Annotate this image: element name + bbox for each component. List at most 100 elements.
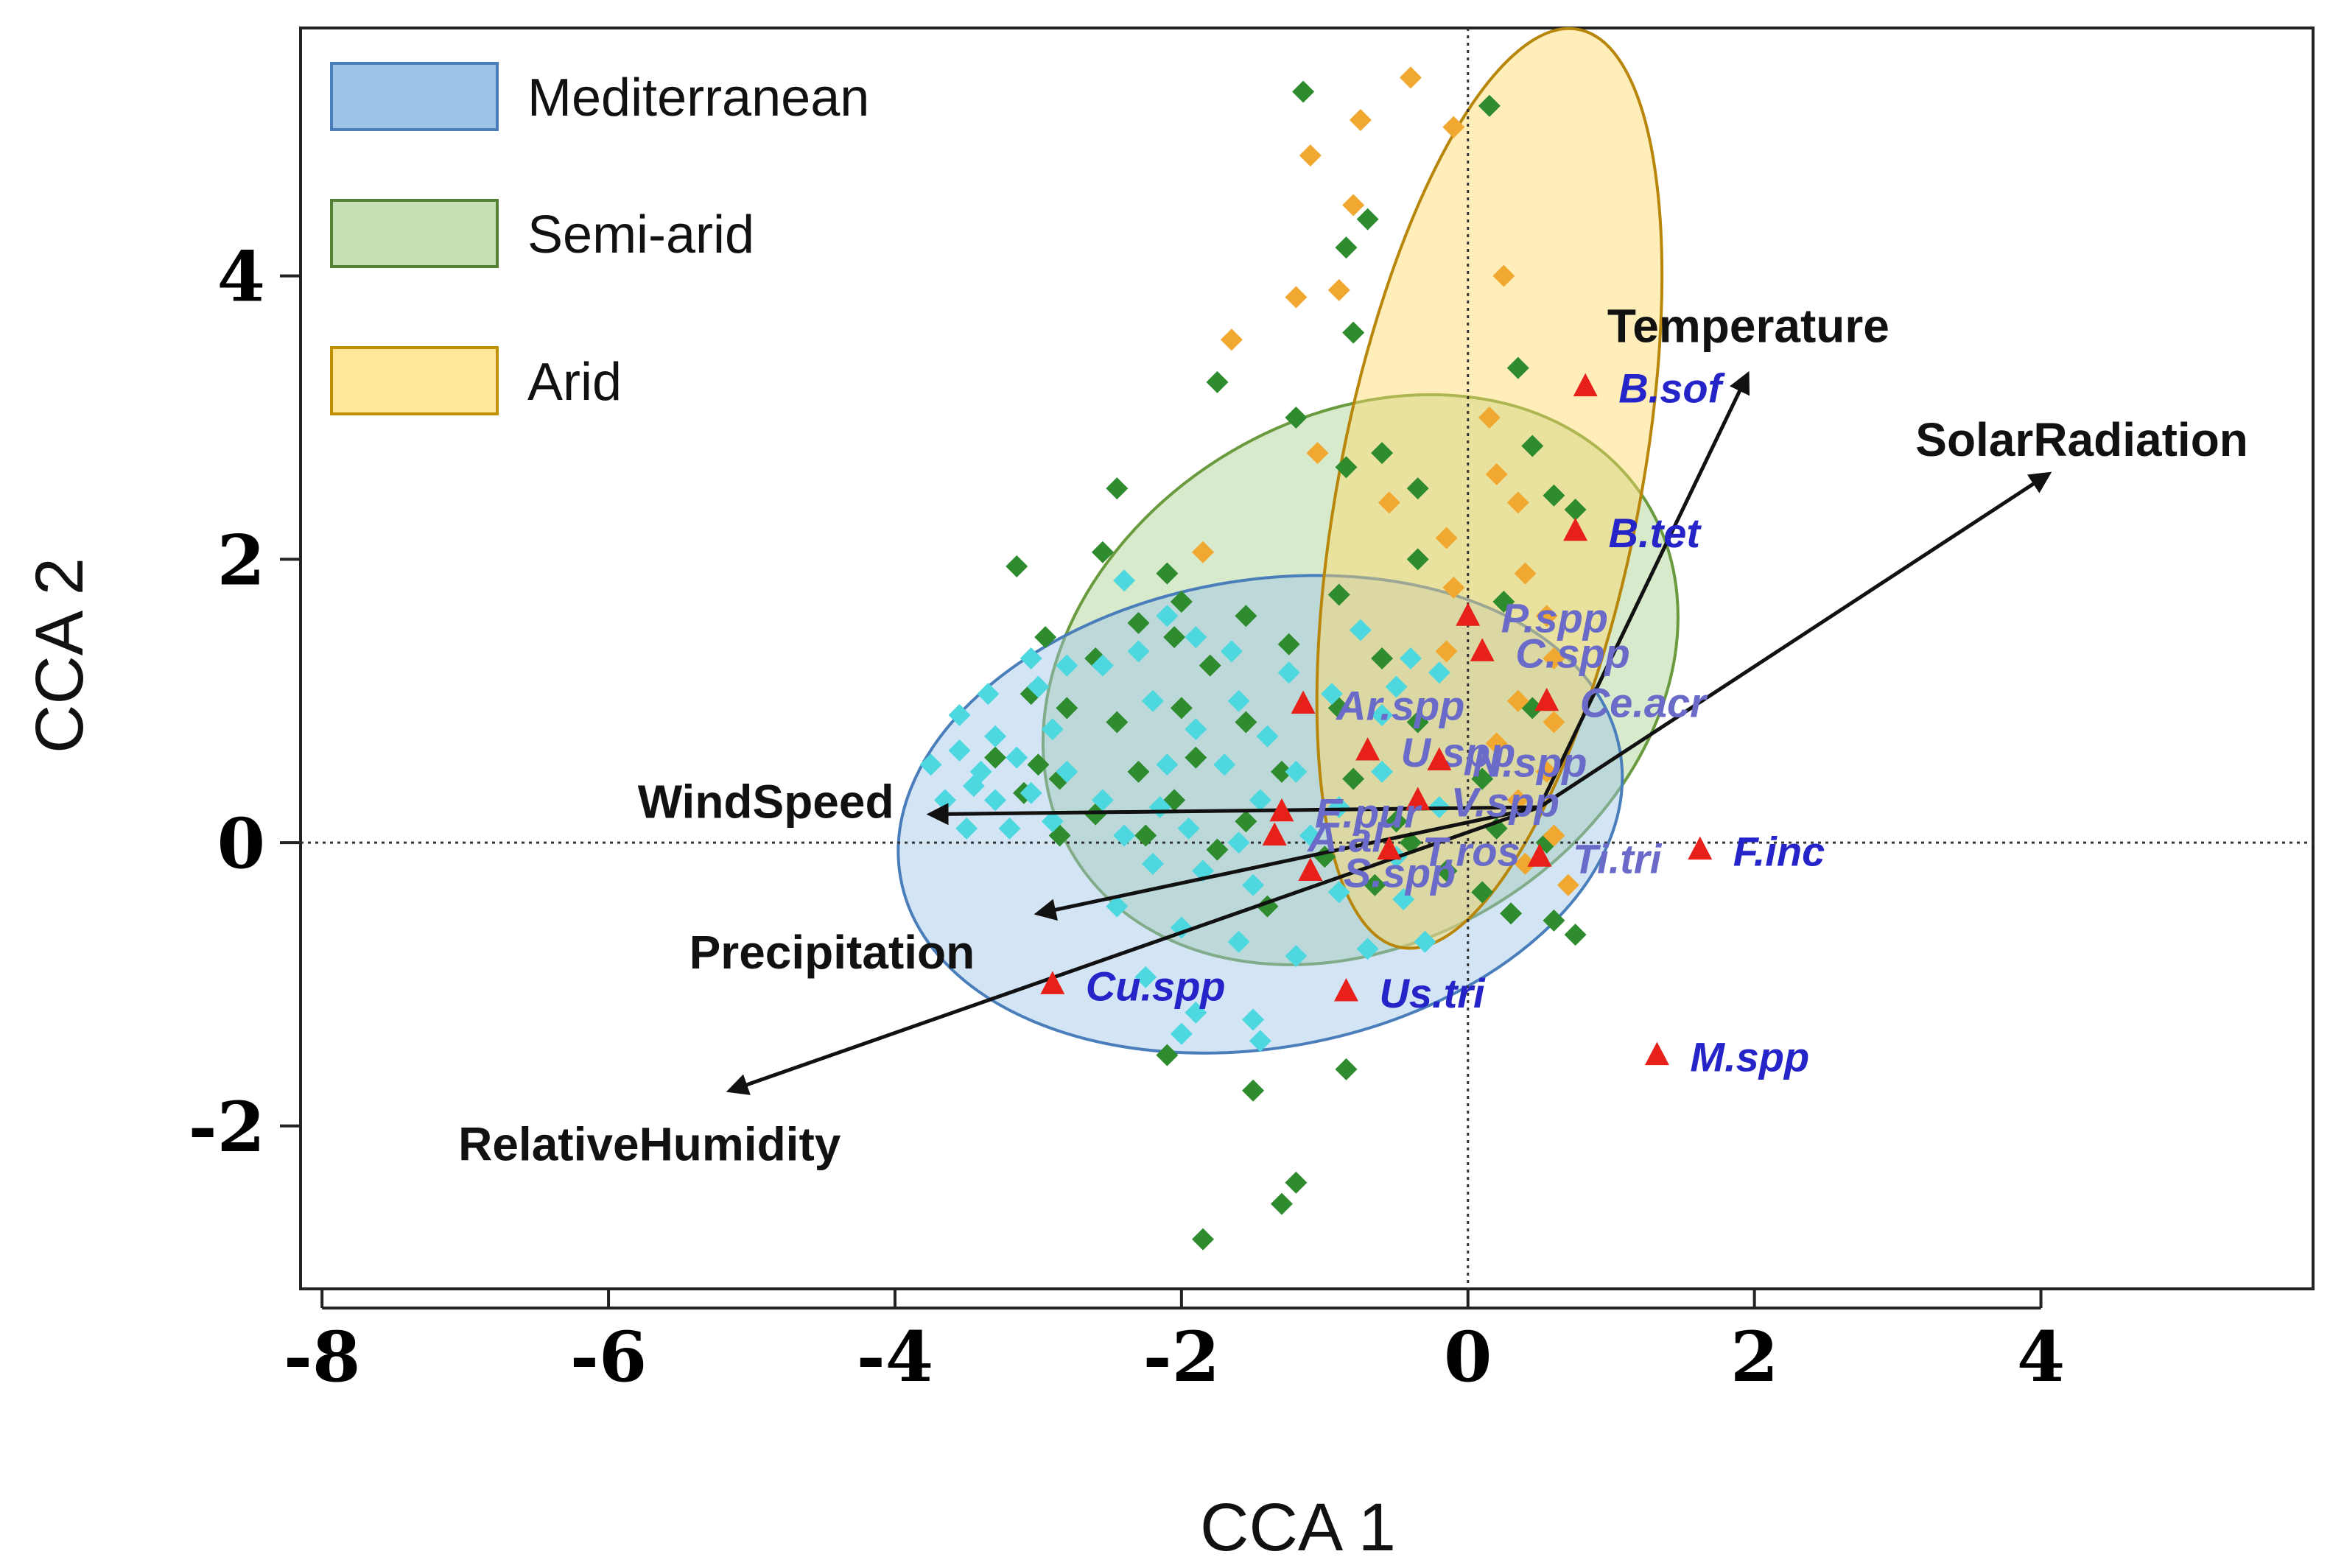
site-point xyxy=(1371,442,1394,465)
site-point xyxy=(1435,640,1458,663)
ellipse-semi-arid xyxy=(1041,393,1680,966)
y-tick-label: 2 xyxy=(217,520,265,601)
species-marker xyxy=(1298,857,1323,882)
species-label: F.inc xyxy=(1733,829,1825,875)
site-point xyxy=(1335,1058,1358,1080)
site-point xyxy=(1206,838,1229,861)
site-point xyxy=(1392,888,1415,911)
x-axis-title: CCA 1 xyxy=(1200,1490,1396,1565)
site-point xyxy=(1056,760,1078,783)
y-tick-label: 4 xyxy=(217,237,265,318)
species-label: Ar.spp xyxy=(1335,683,1464,729)
site-points xyxy=(919,66,1587,1251)
site-point xyxy=(1406,548,1429,571)
site-point xyxy=(1270,1192,1293,1215)
species-label: Cu.spp xyxy=(1086,963,1226,1009)
species-label: S.spp xyxy=(1344,850,1456,896)
species-marker xyxy=(1377,836,1402,860)
site-point xyxy=(1564,499,1587,521)
site-point xyxy=(1106,711,1129,734)
species-label: Ce.acr xyxy=(1580,680,1708,726)
species-marker xyxy=(1269,798,1294,822)
site-point xyxy=(1543,824,1565,847)
arrow-label-relativehumidity: RelativeHumidity xyxy=(458,1118,841,1171)
site-point xyxy=(1127,760,1150,783)
series-mediterranean-sites xyxy=(919,569,1450,1052)
site-point xyxy=(1106,895,1129,918)
species-marker xyxy=(1291,690,1316,714)
site-point xyxy=(1543,647,1565,669)
site-point xyxy=(1371,703,1394,726)
site-point xyxy=(1471,767,1494,790)
site-point xyxy=(1127,640,1150,663)
site-point xyxy=(1227,930,1250,953)
site-point xyxy=(977,683,1000,706)
site-point xyxy=(1127,611,1150,634)
site-point xyxy=(1535,605,1558,627)
site-point xyxy=(1506,491,1529,514)
x-tick-label: 4 xyxy=(2017,1317,2065,1398)
x-tick-label: 0 xyxy=(1444,1317,1492,1398)
species-label: B.sof xyxy=(1618,365,1725,412)
legend-swatch-mediterranean xyxy=(330,62,499,131)
site-point xyxy=(1327,795,1350,818)
site-point xyxy=(1492,591,1515,614)
site-point xyxy=(1399,647,1422,669)
site-point xyxy=(1177,817,1200,840)
site-point xyxy=(1242,1079,1265,1102)
site-point xyxy=(1006,555,1028,577)
site-point xyxy=(1256,725,1279,748)
site-point xyxy=(1543,711,1565,734)
y-tick-label: -2 xyxy=(189,1087,265,1168)
site-point xyxy=(1371,760,1394,783)
legend-label-semi-arid: Semi-arid xyxy=(527,205,754,264)
legend-label-arid: Arid xyxy=(527,353,622,412)
site-point xyxy=(1141,689,1164,712)
legend-swatch-arid xyxy=(330,346,499,415)
site-point xyxy=(1091,789,1114,812)
site-point xyxy=(1027,675,1050,698)
species-marker xyxy=(1456,602,1481,626)
site-point xyxy=(1113,824,1136,847)
site-point xyxy=(1235,605,1257,627)
legend: Mediterranean Semi-arid Arid xyxy=(330,62,869,415)
species-marker xyxy=(1333,978,1358,1002)
site-point xyxy=(1185,718,1207,741)
site-point xyxy=(1385,675,1408,698)
species-label: E.pur xyxy=(1315,790,1422,837)
site-point xyxy=(919,753,942,776)
site-point xyxy=(1034,626,1057,649)
site-point xyxy=(1106,477,1129,500)
site-point xyxy=(1220,328,1243,351)
site-point xyxy=(1342,321,1365,344)
site-point xyxy=(1342,194,1365,217)
site-point xyxy=(1471,881,1494,904)
site-point xyxy=(1378,491,1400,514)
site-point xyxy=(1020,647,1042,669)
site-point xyxy=(1192,541,1215,563)
x-tick-label: 2 xyxy=(1730,1317,1778,1398)
site-point xyxy=(1557,873,1579,896)
arrow-windspeed xyxy=(926,803,1540,826)
site-point xyxy=(984,725,1007,748)
site-point xyxy=(1185,746,1207,769)
site-point xyxy=(1364,873,1386,896)
site-point xyxy=(1020,781,1042,804)
site-point xyxy=(984,746,1007,769)
y-axis-title: CCA 2 xyxy=(22,558,97,753)
site-point xyxy=(1435,859,1458,882)
site-point xyxy=(1134,966,1157,988)
site-point xyxy=(1113,569,1136,592)
site-point xyxy=(1170,1022,1193,1045)
site-point xyxy=(1435,527,1458,549)
site-point xyxy=(1349,619,1372,641)
site-point xyxy=(1185,626,1207,649)
site-point xyxy=(1285,760,1308,783)
site-point xyxy=(1192,1228,1215,1251)
site-point xyxy=(1299,824,1322,847)
site-point xyxy=(1185,1001,1207,1024)
arrow-label-temperature: Temperature xyxy=(1607,299,1889,352)
site-point xyxy=(1156,1044,1179,1066)
site-point xyxy=(984,789,1007,812)
site-point xyxy=(948,739,971,762)
